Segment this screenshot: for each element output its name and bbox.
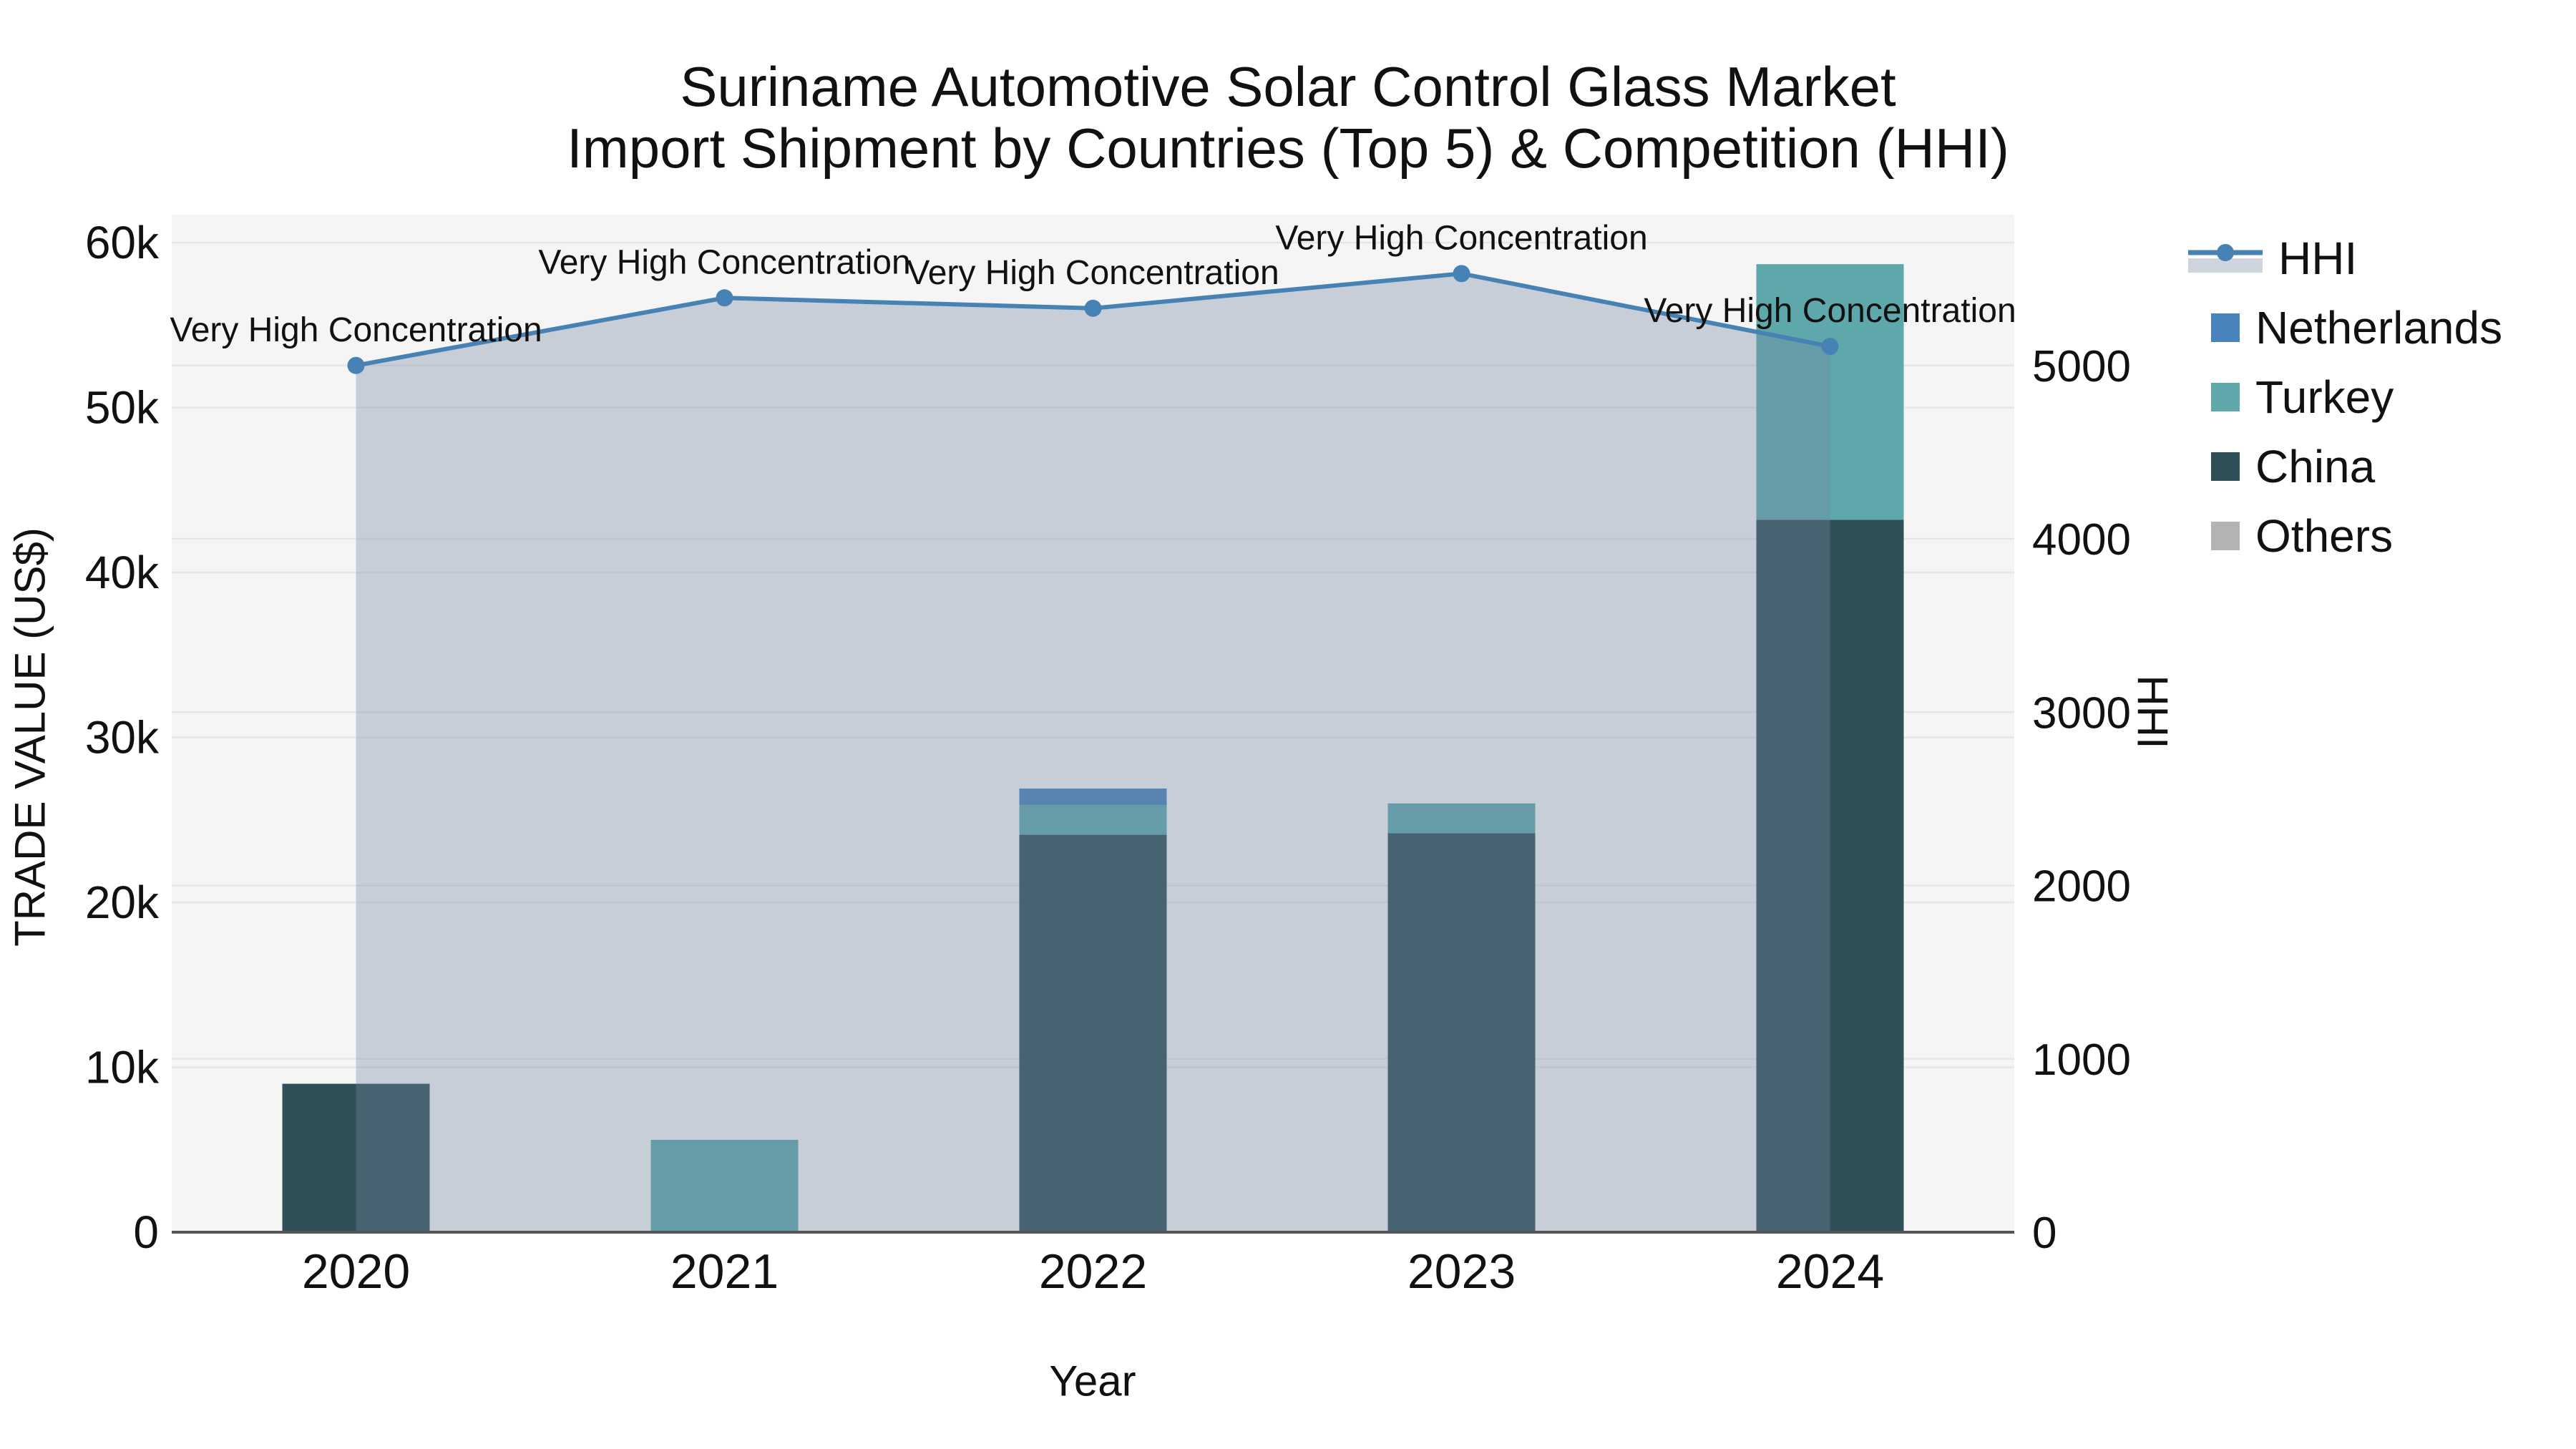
legend-item-china[interactable]: China [2188,431,2502,501]
bar-2023-china[interactable] [1387,833,1536,1232]
y-right-tick-2000: 2000 [2032,862,2131,912]
y-left-tick-20k: 20k [85,877,160,928]
chart-title-line-2: Import Shipment by Countries (Top 5) & C… [567,117,2009,180]
legend-swatch-others [2211,521,2240,550]
hhi-point-2024[interactable] [1821,338,1839,356]
legend-swatch-china [2211,452,2240,481]
y-right-tick-4000: 4000 [2032,515,2131,565]
hhi-point-2020[interactable] [347,356,365,374]
annotation-2024: Very High Concentration [1644,292,2016,330]
annotation-2022: Very High Concentration [907,254,1279,292]
legend-label-netherlands: Netherlands [2255,301,2503,353]
hhi-area [356,273,1830,1233]
y-axis-title-right: HHI [2128,675,2177,749]
x-tick-2020: 2020 [302,1244,410,1299]
bar-2022-netherlands[interactable] [1019,789,1167,806]
y-right-tick-5000: 5000 [2032,342,2131,391]
legend-item-turkey[interactable]: Turkey [2188,362,2502,431]
x-tick-2021: 2021 [670,1244,779,1299]
y-left-tick-60k: 60k [85,217,160,268]
y-left-tick-0: 0 [133,1206,159,1258]
y-right-tick-1000: 1000 [2032,1035,2131,1085]
x-tick-2024: 2024 [1776,1244,1884,1299]
legend-label-hhi: HHI [2278,232,2358,284]
y-left-tick-50k: 50k [85,382,160,434]
legend-swatch-hhi [2188,243,2263,273]
bar-2022-china[interactable] [1019,834,1167,1232]
annotation-2023: Very High Concentration [1275,219,1647,257]
legend: HHI Netherlands Turkey China Others [2188,223,2502,570]
y-axis-title-left: TRADE VALUE (US$) [6,527,54,947]
bar-2020-china[interactable] [282,1083,430,1232]
hhi-point-2022[interactable] [1084,299,1102,317]
x-tick-2023: 2023 [1407,1244,1516,1299]
legend-hhi-marker-swatch [2217,243,2234,261]
y-right-tick-3000: 3000 [2032,688,2131,738]
legend-swatch-turkey [2211,382,2240,411]
annotation-2021: Very High Concentration [538,243,910,281]
y-left-tick-40k: 40k [85,547,160,598]
bar-2023-turkey[interactable] [1387,803,1536,834]
legend-label-turkey: Turkey [2255,371,2394,423]
chart-title-line-1: Suriname Automotive Solar Control Glass … [680,55,1896,118]
legend-label-others: Others [2255,509,2394,562]
legend-label-china: China [2255,440,2376,492]
hhi-point-2023[interactable] [1453,265,1470,283]
y-right-tick-0: 0 [2032,1209,2057,1258]
bar-2024-china[interactable] [1756,519,1904,1232]
legend-item-hhi[interactable]: HHI [2188,223,2502,293]
bar-2024-turkey[interactable] [1756,264,1904,520]
legend-hhi-area-swatch [2188,258,2263,273]
y-left-tick-30k: 30k [85,712,160,763]
legend-item-others[interactable]: Others [2188,501,2502,570]
hhi-point-2021[interactable] [716,289,733,307]
bar-2022-turkey[interactable] [1019,805,1167,835]
bar-2021-turkey[interactable] [650,1139,799,1232]
legend-item-netherlands[interactable]: Netherlands [2188,293,2502,362]
x-tick-2022: 2022 [1039,1244,1147,1299]
x-axis-title: Year [1049,1357,1136,1405]
legend-swatch-netherlands [2211,313,2240,342]
annotation-2020: Very High Concentration [170,311,542,349]
y-left-tick-10k: 10k [85,1042,160,1093]
